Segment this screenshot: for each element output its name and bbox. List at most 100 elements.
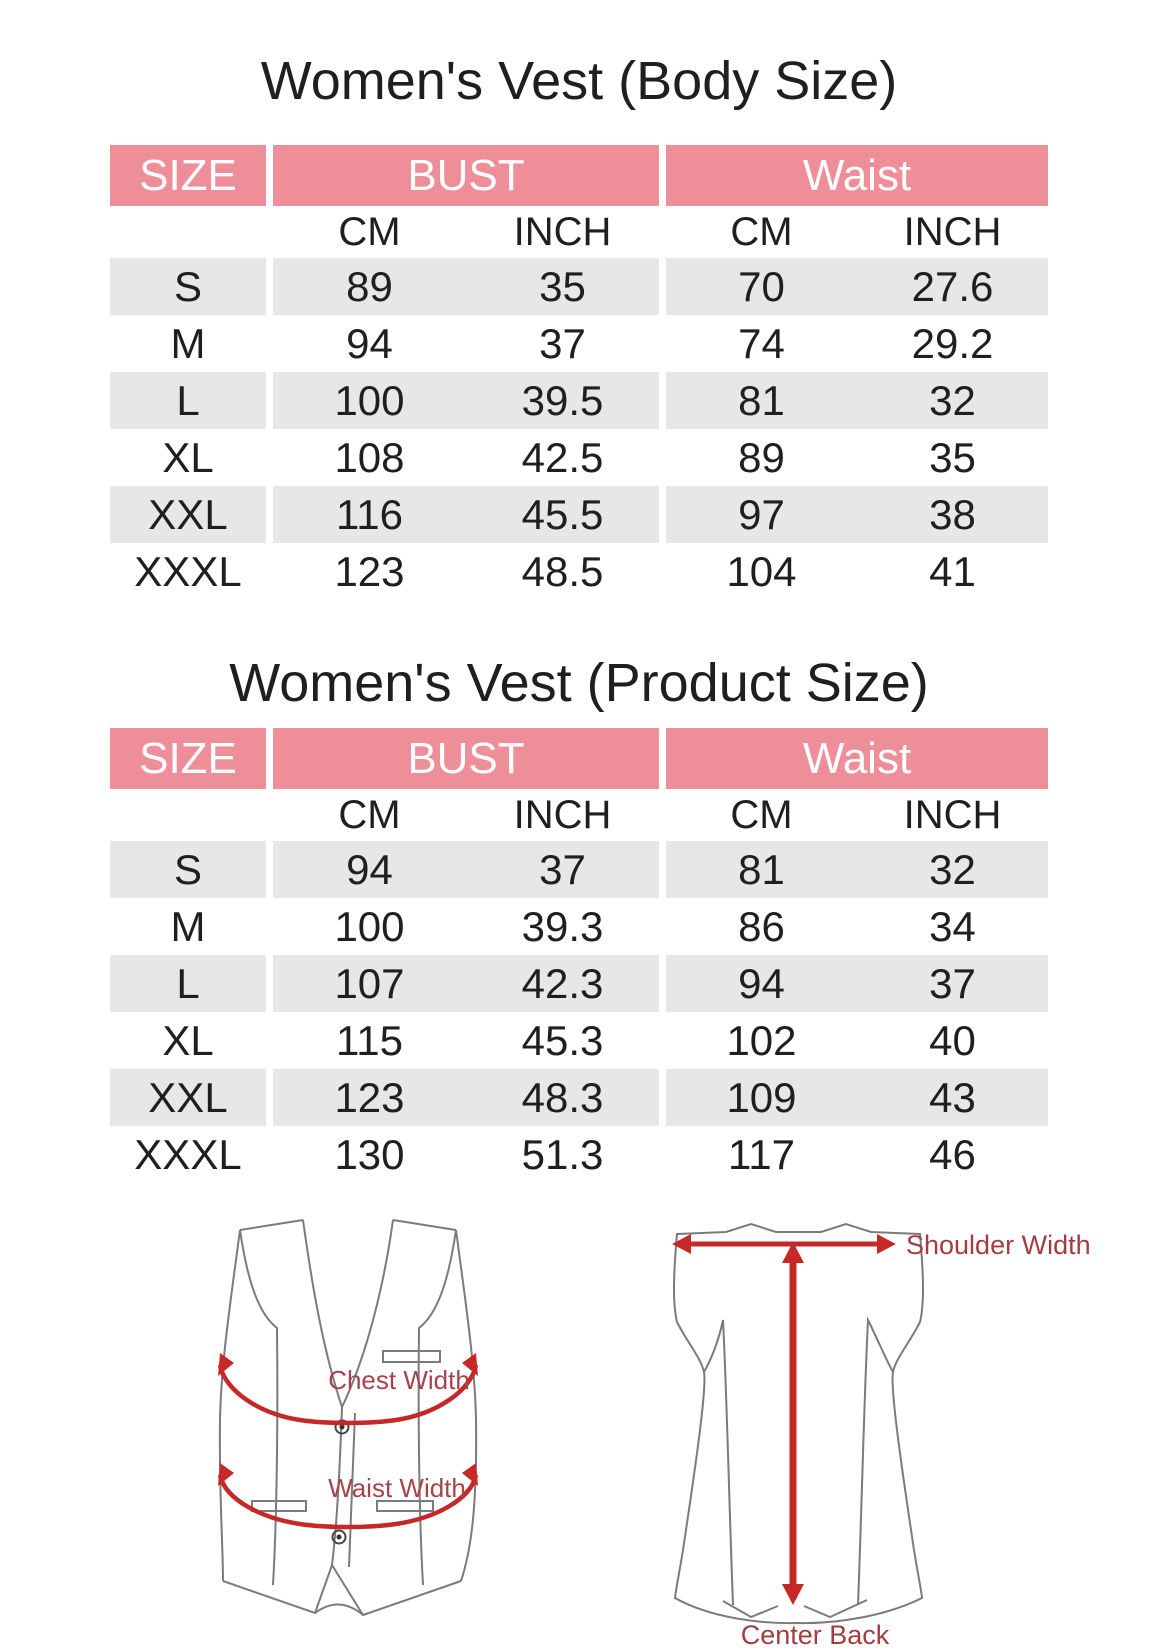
waist-inch-header: INCH xyxy=(903,792,1002,837)
shoulder-width-label: Shoulder Width xyxy=(906,1230,1091,1260)
waist-inch-cell: 35 xyxy=(929,433,976,481)
size-cell: XL xyxy=(162,1016,214,1064)
waist-cm-cell: 97 xyxy=(738,490,785,538)
size-header-cell: SIZE xyxy=(110,728,266,789)
waist-cm-header: CM xyxy=(730,209,793,254)
size-cell: S xyxy=(110,258,266,315)
button-dot xyxy=(339,1424,345,1430)
waist-cm-header: CM xyxy=(730,792,793,837)
back-vest-outline xyxy=(673,1222,924,1625)
waist-cm-cell: 70 xyxy=(738,262,785,310)
column-gutter xyxy=(266,145,273,206)
waist-cm-cell: 86 xyxy=(738,902,785,950)
bust-cm-header: CM xyxy=(338,792,401,837)
center-back-label: Center Back xyxy=(741,1620,890,1650)
waist-cm-cell: 89 xyxy=(738,433,785,481)
arrowhead xyxy=(782,1584,804,1605)
column-gutter xyxy=(659,728,666,789)
bust-cm-cell: 100 xyxy=(334,376,405,424)
waist-cm-cell: 81 xyxy=(738,376,785,424)
bust-inch-cell: 51.3 xyxy=(521,1130,604,1178)
waist-pocket-right xyxy=(376,1500,434,1512)
table-row: XL 108 42.5 89 35 xyxy=(110,429,1048,486)
product-size-table: SIZE BUST Waist CM INCH CM INCH S 94 xyxy=(110,728,1048,1183)
waist-inch-cell: 40 xyxy=(929,1016,976,1064)
bust-header-cell: BUST xyxy=(273,728,659,789)
empty-cell xyxy=(110,206,266,258)
button-dot xyxy=(336,1534,342,1540)
header-row: SIZE BUST Waist xyxy=(110,145,1048,206)
table-row: XL 115 45.3 102 40 xyxy=(110,1012,1048,1069)
size-cell: M xyxy=(170,319,206,367)
size-cell: XXXL xyxy=(134,547,242,595)
column-gutter xyxy=(266,728,273,789)
bust-inch-cell: 42.5 xyxy=(521,433,604,481)
table-row: XXXL 123 48.5 104 41 xyxy=(110,543,1048,600)
waist-header-cell: Waist xyxy=(666,728,1048,789)
back-vest-diagram: Shoulder Width Center Back xyxy=(672,1222,1091,1650)
waist-inch-cell: 46 xyxy=(929,1130,976,1178)
bust-cm-cell: 130 xyxy=(334,1130,405,1178)
product-size-title: Women's Vest (Product Size) xyxy=(229,653,929,713)
bust-inch-cell: 42.3 xyxy=(521,959,604,1007)
waist-width-measure-arc xyxy=(217,1474,479,1530)
header-row: SIZE BUST Waist xyxy=(110,728,1048,789)
body-size-title: Women's Vest (Body Size) xyxy=(260,51,898,111)
bust-inch-cell: 39.3 xyxy=(521,902,604,950)
size-header-cell: SIZE xyxy=(110,145,266,206)
table-row: L 107 42.3 94 37 xyxy=(110,955,1048,1012)
bust-inch-cell: 45.5 xyxy=(521,490,604,538)
bust-cm-cell: 94 xyxy=(346,319,393,367)
bust-inch-cell: 37 xyxy=(539,845,586,893)
size-cell: M xyxy=(170,902,206,950)
size-cell: XXL xyxy=(110,486,266,543)
table-row: XXL 123 48.3 109 43 xyxy=(110,1069,1048,1126)
bust-cm-cell: 123 xyxy=(334,547,405,595)
empty-cell xyxy=(110,789,266,841)
bust-inch-cell: 35 xyxy=(539,262,586,310)
waist-inch-cell: 34 xyxy=(929,902,976,950)
size-cell: XXL xyxy=(110,1069,266,1126)
waist-inch-cell: 32 xyxy=(929,376,976,424)
chest-width-label: Chest Width xyxy=(328,1365,470,1395)
button xyxy=(331,1529,347,1545)
table-row: S 94 37 81 32 xyxy=(110,841,1048,898)
table-row: S 89 35 70 27.6 xyxy=(110,258,1048,315)
arrowhead xyxy=(672,1234,691,1254)
button xyxy=(334,1419,350,1435)
waist-inch-cell: 29.2 xyxy=(911,319,994,367)
waist-cm-cell: 104 xyxy=(726,547,797,595)
waist-inch-cell: 32 xyxy=(929,845,976,893)
waist-inch-cell: 38 xyxy=(929,490,976,538)
size-cell: S xyxy=(110,841,266,898)
chest-pocket xyxy=(382,1350,441,1363)
waist-inch-cell: 37 xyxy=(929,959,976,1007)
table-row: M 94 37 74 29.2 xyxy=(110,315,1048,372)
table-row: XXL 116 45.5 97 38 xyxy=(110,486,1048,543)
table-row: XXXL 130 51.3 117 46 xyxy=(110,1126,1048,1183)
waist-inch-cell: 27.6 xyxy=(911,262,994,310)
size-cell: XL xyxy=(162,433,214,481)
bust-cm-cell: 108 xyxy=(334,433,405,481)
arrowhead xyxy=(462,1463,478,1486)
units-row: CM INCH CM INCH xyxy=(110,789,1048,841)
table-row: M 100 39.3 86 34 xyxy=(110,898,1048,955)
waist-cm-cell: 74 xyxy=(738,319,785,367)
waist-cm-cell: 117 xyxy=(728,1130,795,1178)
chest-width-measure-arc xyxy=(217,1364,479,1426)
arrowhead xyxy=(877,1234,896,1254)
bust-inch-cell: 45.3 xyxy=(521,1016,604,1064)
waist-cm-cell: 94 xyxy=(738,959,785,1007)
body-size-table: SIZE BUST Waist CM INCH CM INCH S 89 xyxy=(110,145,1048,600)
bust-cm-cell: 115 xyxy=(336,1016,403,1064)
column-gutter xyxy=(659,145,666,206)
waist-cm-cell: 109 xyxy=(726,1073,797,1121)
arrowhead xyxy=(462,1353,478,1376)
bust-cm-cell: 107 xyxy=(334,959,405,1007)
waist-inch-header: INCH xyxy=(903,209,1002,254)
bust-inch-cell: 39.5 xyxy=(521,376,604,424)
bust-cm-cell: 116 xyxy=(336,490,403,538)
size-cell: L xyxy=(110,372,266,429)
units-row: CM INCH CM INCH xyxy=(110,206,1048,258)
